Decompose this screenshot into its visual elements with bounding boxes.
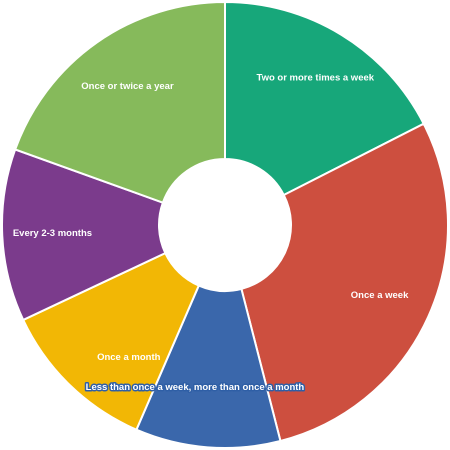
slice-every-2-3-months[interactable] <box>1 148 167 322</box>
donut-labels: Two or more times a week Once a week Less … <box>13 73 409 395</box>
slice-label-less-than-once-a-week-more-than-once-a-month: Less than once a week, more than once a … <box>86 382 305 393</box>
slice-once-or-twice-a-year[interactable] <box>13 0 226 204</box>
slice-once-a-week[interactable] <box>240 122 449 443</box>
slice-label-every-2-3-months: Every 2-3 months <box>13 228 92 239</box>
slice-label-once-a-month: Once a month <box>97 352 161 363</box>
slice-two-or-more-times-a-week[interactable] <box>224 0 426 197</box>
slice-less-than-once-a-week-more-than-once-a-month[interactable] <box>135 284 282 449</box>
slice-label-two-or-more-times-a-week: Two or more times a week <box>256 73 374 84</box>
slice-label-once-a-week: Once a week <box>351 290 409 301</box>
slice-once-a-month[interactable] <box>21 251 201 431</box>
slice-label-once-or-twice-a-year: Once or twice a year <box>81 81 174 92</box>
